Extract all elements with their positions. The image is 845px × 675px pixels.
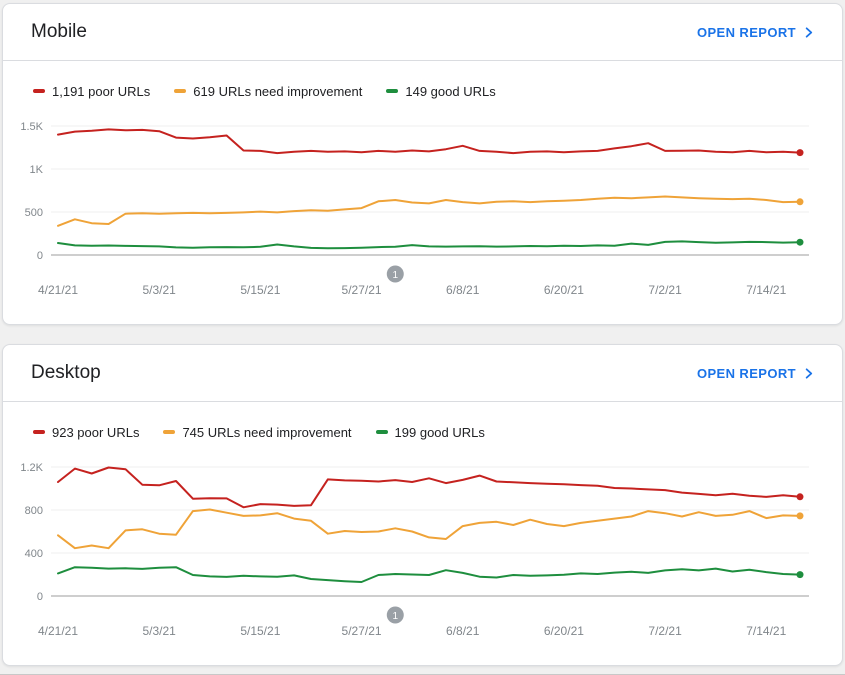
x-axis-date-label: 5/27/21 (342, 624, 382, 638)
chevron-right-icon (803, 367, 814, 379)
card-title-mobile: Mobile (31, 21, 87, 42)
y-axis-tick-label: 0 (37, 250, 43, 262)
legend-item-poor[interactable]: 1,191 poor URLs (33, 84, 150, 99)
chevron-right-icon (803, 26, 814, 38)
open-report-label: OPEN REPORT (696, 365, 796, 381)
legend-label: 149 good URLs (405, 83, 496, 99)
x-axis-date-label: 4/21/21 (38, 624, 78, 638)
legend-item-good[interactable]: 149 good URLs (386, 83, 496, 99)
x-axis-date-label: 6/8/21 (446, 283, 480, 297)
line-end-dot-needs_improvement (796, 198, 804, 206)
annotation-marker-label: 1 (392, 611, 398, 622)
annotation-marker[interactable] (386, 606, 404, 624)
legend-desktop: 923 poor URLs 745 URLs need improvement … (3, 402, 842, 442)
mobile-card-header: Mobile OPEN REPORT (3, 4, 842, 61)
open-report-link-desktop[interactable]: OPEN REPORT (697, 366, 814, 381)
legend-swatch-poor (33, 430, 45, 434)
x-axis-date-label: 7/2/21 (648, 624, 682, 638)
annotation-marker[interactable] (386, 265, 404, 283)
card-title-desktop: Desktop (31, 362, 101, 383)
legend-mobile: 1,191 poor URLs 619 URLs need improvemen… (3, 61, 842, 101)
x-axis-date-label: 5/15/21 (240, 624, 280, 638)
x-axis-date-label: 7/2/21 (648, 283, 682, 297)
line-good[interactable] (57, 566, 801, 583)
open-report-label: OPEN REPORT (696, 24, 796, 40)
y-axis-tick-label: 1K (30, 164, 44, 176)
x-axis-date-label: 7/14/21 (746, 624, 786, 638)
legend-label: 199 good URLs (394, 424, 485, 440)
legend-item-needs-improvement[interactable]: 745 URLs need improvement (163, 424, 352, 440)
mobile-card: Mobile OPEN REPORT 1,191 poor URLs 619 U… (2, 3, 843, 325)
x-axis-date-label: 5/27/21 (342, 283, 382, 297)
line-end-dot-good (796, 571, 804, 579)
legend-item-poor[interactable]: 923 poor URLs (33, 425, 139, 440)
line-end-dot-poor (796, 149, 804, 157)
desktop-card: Desktop OPEN REPORT 923 poor URLs 745 UR… (2, 344, 843, 666)
line-needs_improvement[interactable] (57, 195, 801, 227)
x-axis-date-label: 6/20/21 (544, 624, 584, 638)
x-axis-date-label: 5/15/21 (240, 283, 280, 297)
legend-label: 1,191 poor URLs (52, 83, 151, 99)
x-axis-date-label: 7/14/21 (746, 283, 786, 297)
line-poor[interactable] (57, 466, 801, 509)
legend-swatch-good (386, 89, 399, 93)
legend-label: 619 URLs need improvement (193, 83, 363, 99)
line-end-dot-poor (796, 493, 804, 501)
open-report-link-mobile[interactable]: OPEN REPORT (697, 25, 814, 40)
y-axis-tick-label: 1.5K (20, 121, 43, 133)
legend-swatch-needs-improvement (174, 89, 187, 93)
line-poor[interactable] (57, 128, 801, 155)
legend-item-good[interactable]: 199 good URLs (375, 424, 485, 440)
legend-label: 923 poor URLs (52, 424, 140, 440)
x-axis-date-label: 5/3/21 (142, 624, 176, 638)
x-axis-date-label: 5/3/21 (142, 283, 176, 297)
x-axis-date-label: 4/21/21 (38, 283, 78, 297)
y-axis-tick-label: 500 (25, 207, 43, 219)
y-axis-tick-label: 400 (25, 548, 43, 560)
x-axis-date-label: 6/20/21 (544, 283, 584, 297)
line-end-dot-good (796, 238, 804, 246)
mobile-chart[interactable]: 1.5K 1K 500 0 4/21/21 5/3/21 5/15/21 5/27/21 6/8… (3, 114, 842, 304)
legend-swatch-needs-improvement (163, 430, 176, 434)
legend-swatch-good (375, 430, 388, 434)
line-good[interactable] (57, 240, 801, 250)
annotation-marker-label: 1 (392, 270, 398, 281)
y-axis-tick-label: 0 (37, 591, 43, 603)
legend-item-needs-improvement[interactable]: 619 URLs need improvement (174, 84, 362, 99)
legend-swatch-poor (33, 89, 45, 93)
y-axis-tick-label: 1.2K (20, 462, 43, 474)
y-axis-tick-label: 800 (25, 505, 43, 517)
x-axis-date-label: 6/8/21 (446, 624, 480, 638)
line-needs_improvement[interactable] (57, 508, 801, 550)
desktop-card-header: Desktop OPEN REPORT (3, 345, 842, 402)
line-end-dot-needs_improvement (796, 512, 804, 520)
legend-label: 745 URLs need improvement (182, 424, 352, 440)
desktop-chart[interactable]: 1.2K 800 400 0 4/21/21 5/3/21 5/15/21 5/27/21 6/… (3, 455, 842, 645)
